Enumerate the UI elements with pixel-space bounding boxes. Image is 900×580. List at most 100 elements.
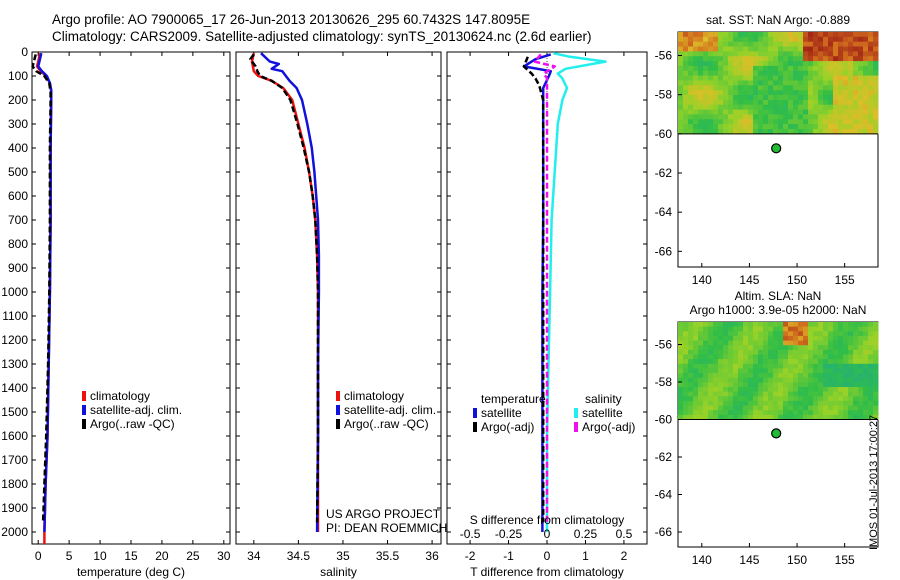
- heatmap-cell: [698, 359, 704, 365]
- heatmap-cell: [873, 129, 879, 135]
- heatmap-cell: [688, 85, 694, 91]
- heatmap-cell: [853, 354, 859, 360]
- y-tick-label: 400: [8, 141, 28, 155]
- heatmap-cell: [778, 36, 784, 43]
- heatmap-cell: [848, 90, 854, 96]
- heatmap-cell: [853, 326, 859, 332]
- heatmap-cell: [708, 345, 714, 351]
- heatmap-cell: [838, 363, 844, 369]
- heatmap-cell: [813, 363, 819, 369]
- heatmap-cell: [748, 326, 754, 332]
- heatmap-cell: [683, 95, 689, 101]
- heatmap-cell: [768, 119, 774, 125]
- heatmap-cell: [833, 85, 839, 91]
- heatmap-cell: [843, 400, 849, 406]
- heatmap-cell: [818, 331, 824, 337]
- heatmap-cell: [703, 335, 709, 341]
- heatmap-cell: [753, 95, 759, 101]
- heatmap-cell: [743, 322, 749, 328]
- heatmap-cell: [748, 75, 754, 81]
- heatmap-cell: [818, 363, 824, 369]
- heatmap-cell: [868, 85, 874, 91]
- heatmap-cell: [753, 119, 759, 125]
- heatmap-cell: [708, 70, 714, 77]
- heatmap-cell: [803, 400, 809, 406]
- heatmap-cell: [733, 109, 739, 115]
- heatmap-cell: [708, 322, 714, 328]
- heatmap-cell: [743, 414, 749, 420]
- heatmap-cell: [818, 391, 824, 397]
- heatmap-cell: [818, 80, 824, 86]
- x-tick-label: 15: [124, 549, 138, 563]
- heatmap-cell: [858, 32, 864, 38]
- heatmap-cell: [713, 32, 719, 38]
- heatmap-cell: [808, 85, 814, 91]
- y-tick-label: 1300: [1, 357, 28, 371]
- heatmap-cell: [683, 410, 689, 416]
- heatmap-cell: [743, 114, 749, 120]
- heatmap-cell: [743, 119, 749, 125]
- heatmap-cell: [858, 56, 864, 62]
- heatmap-cell: [828, 354, 834, 360]
- heatmap-cell: [738, 414, 744, 420]
- heatmap-cell: [743, 109, 749, 115]
- legend-swatch: [82, 405, 86, 415]
- heatmap-cell: [763, 56, 769, 62]
- heatmap-cell: [783, 51, 789, 57]
- heatmap-cell: [758, 368, 764, 374]
- heatmap-cell: [718, 331, 724, 337]
- heatmap-cell: [678, 410, 684, 416]
- heatmap-cell: [848, 56, 854, 62]
- heatmap-cell: [853, 109, 859, 115]
- heatmap-cell: [823, 41, 829, 47]
- heatmap-cell: [683, 65, 689, 72]
- heatmap-cell: [698, 99, 704, 106]
- heatmap-cell: [813, 46, 819, 52]
- heatmap-cell: [813, 99, 819, 106]
- heatmap-cell: [853, 70, 859, 77]
- heatmap-cell: [793, 32, 799, 38]
- heatmap-cell: [808, 104, 814, 110]
- heatmap-cell: [818, 124, 824, 130]
- heatmap-cell: [768, 51, 774, 57]
- heatmap-cell: [728, 95, 734, 101]
- heatmap-cell: [723, 61, 729, 67]
- heatmap-cell: [838, 322, 844, 328]
- heatmap-cell: [778, 331, 784, 337]
- heatmap-cell: [748, 56, 754, 62]
- heatmap-cell: [838, 405, 844, 411]
- heatmap-cell: [683, 396, 689, 402]
- heatmap-cell: [748, 119, 754, 125]
- x-tick-label: 35: [336, 549, 350, 563]
- heatmap-cell: [718, 322, 724, 328]
- heatmap-cell: [868, 36, 874, 43]
- heatmap-cell: [688, 129, 694, 135]
- heatmap-cell: [778, 391, 784, 397]
- heatmap-cell: [853, 61, 859, 67]
- heatmap-cell: [868, 326, 874, 332]
- heatmap-cell: [858, 322, 864, 328]
- heatmap-cell: [768, 124, 774, 130]
- heatmap-cell: [823, 345, 829, 351]
- heatmap-cell: [743, 377, 749, 383]
- heatmap-cell: [733, 363, 739, 369]
- heatmap-cell: [728, 119, 734, 125]
- heatmap-cell: [873, 61, 879, 67]
- heatmap-cell: [763, 354, 769, 360]
- heatmap-cell: [748, 51, 754, 57]
- heatmap-cell: [873, 70, 879, 77]
- heatmap-cell: [823, 387, 829, 393]
- heatmap-cell: [688, 345, 694, 351]
- heatmap-cell: [823, 331, 829, 337]
- heatmap-cell: [683, 99, 689, 106]
- heatmap-cell: [798, 129, 804, 135]
- heatmap-cell: [688, 56, 694, 62]
- heatmap-cell: [728, 56, 734, 62]
- heatmap-cell: [808, 32, 814, 38]
- heatmap-cell: [858, 414, 864, 420]
- heatmap-cell: [743, 349, 749, 355]
- legend-swatch: [336, 419, 340, 429]
- heatmap-cell: [688, 32, 694, 38]
- heatmap-cell: [788, 335, 794, 341]
- heatmap-cell: [758, 373, 764, 379]
